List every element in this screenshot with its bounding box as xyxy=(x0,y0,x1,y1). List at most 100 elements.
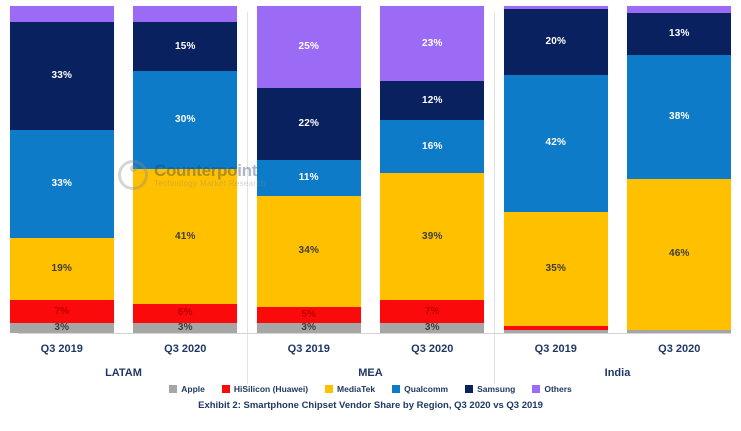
stacked-bar[interactable]: 15% 30% 41% 6% 3% xyxy=(133,6,238,333)
bar-segment-qualcomm[interactable]: 33% xyxy=(9,130,114,239)
bar-segment-samsung[interactable]: 13% xyxy=(627,12,732,56)
category-group: Q3 2019 Q3 2020 xyxy=(0,336,247,362)
legend-color-swatch xyxy=(532,385,541,393)
segment-value-label: 20% xyxy=(545,35,567,47)
segment-value-label: 33% xyxy=(51,178,73,190)
bar-segment-apple[interactable]: 3% xyxy=(133,323,238,333)
segment-value-label: 35% xyxy=(545,263,567,275)
bar-segment-samsung[interactable]: 15% xyxy=(133,22,238,72)
segment-value-label: 22% xyxy=(298,117,320,129)
region-label-row: LATAM MEA India xyxy=(0,362,741,384)
bar-segment-others[interactable]: 23% xyxy=(380,6,485,82)
x-axis-tick-label: Q3 2019 xyxy=(287,343,330,355)
segment-value-label: 25% xyxy=(298,40,320,52)
segment-value-label: 16% xyxy=(421,140,443,152)
bar-segment-hisilicon-huawei[interactable] xyxy=(503,326,608,330)
bar-segment-hisilicon-huawei[interactable]: 7% xyxy=(9,300,114,324)
legend-color-swatch xyxy=(392,385,401,393)
region-axis-label: MEA xyxy=(358,367,383,379)
segment-value-label: 34% xyxy=(298,245,320,257)
stacked-bar[interactable]: 23% 12% 16% 39% 7% 3% xyxy=(380,6,485,333)
segment-value-label: 15% xyxy=(174,40,196,52)
bar-segment-others[interactable]: 25% xyxy=(256,6,361,88)
legend-color-swatch xyxy=(221,385,230,393)
bar-segment-qualcomm[interactable]: 16% xyxy=(380,120,485,173)
legend-item-samsung[interactable]: Samsung xyxy=(465,384,515,394)
legend-color-swatch xyxy=(169,385,178,393)
legend-item-qualcomm[interactable]: Qualcomm xyxy=(392,384,448,394)
region-group-latam: 33% 33% 19% 7% 3% 15% 30% 41% 6% 3% xyxy=(0,6,247,333)
bar-segment-qualcomm[interactable]: 11% xyxy=(256,159,361,196)
x-axis-tick-label: Q3 2020 xyxy=(411,343,454,355)
stacked-bar[interactable]: 33% 33% 19% 7% 3% xyxy=(9,6,114,333)
bar-segment-mediatek[interactable]: 34% xyxy=(256,195,361,307)
bar-segment-apple[interactable]: 3% xyxy=(380,323,485,333)
bar-segment-hisilicon-huawei[interactable]: 7% xyxy=(380,300,485,324)
x-axis-tick-label: Q3 2019 xyxy=(40,343,83,355)
bar-segment-samsung[interactable]: 12% xyxy=(380,81,485,121)
bar-segment-mediatek[interactable]: 35% xyxy=(503,211,608,327)
chart-legend: Apple HiSilicon (Huawei) MediaTek Qualcomm S… xyxy=(0,384,741,394)
bar-segment-hisilicon-huawei[interactable]: 5% xyxy=(256,306,361,324)
legend-item-others[interactable]: Others xyxy=(532,384,572,394)
segment-value-label: 30% xyxy=(174,114,196,126)
legend-color-swatch xyxy=(465,385,474,393)
bar-segment-others[interactable] xyxy=(133,6,238,23)
bar-segment-samsung[interactable]: 22% xyxy=(256,87,361,160)
region-divider xyxy=(247,12,248,384)
bar-segment-samsung[interactable]: 20% xyxy=(503,9,608,75)
legend-label: HiSilicon (Huawei) xyxy=(233,384,309,394)
category-group: Q3 2019 Q3 2020 xyxy=(247,336,494,362)
segment-value-label: 23% xyxy=(421,37,443,49)
x-axis-tick-label: Q3 2019 xyxy=(534,343,577,355)
legend-label: Apple xyxy=(181,384,205,394)
segment-value-label: 42% xyxy=(545,137,567,149)
bar-segment-qualcomm[interactable]: 30% xyxy=(133,71,238,170)
segment-value-label: 41% xyxy=(174,230,196,242)
legend-label: Others xyxy=(544,384,572,394)
bar-segment-others[interactable] xyxy=(627,6,732,13)
bar-segment-qualcomm[interactable]: 42% xyxy=(503,74,608,212)
segment-value-label: 19% xyxy=(51,263,73,275)
region-axis-label: LATAM xyxy=(105,367,142,379)
bar-segment-mediatek[interactable]: 41% xyxy=(133,169,238,304)
stacked-bar[interactable]: 20% 42% 35% xyxy=(503,6,608,333)
bar-segment-others[interactable] xyxy=(503,6,608,10)
bar-segment-apple[interactable] xyxy=(627,329,732,333)
legend-item-apple[interactable]: Apple xyxy=(169,384,205,394)
region-group-mea: 25% 22% 11% 34% 5% 3% 23% 12% 16% 39% 7% 3% xyxy=(247,6,494,384)
stacked-bar[interactable]: 13% 38% 46% xyxy=(627,6,732,333)
bar-segment-apple[interactable]: 3% xyxy=(256,323,361,333)
x-axis-tick-label: Q3 2020 xyxy=(164,343,207,355)
bar-segment-mediatek[interactable]: 39% xyxy=(380,172,485,301)
bar-segment-hisilicon-huawei[interactable]: 6% xyxy=(133,303,238,324)
category-group: Q3 2019 Q3 2020 xyxy=(494,336,741,362)
legend-item-mediatek[interactable]: MediaTek xyxy=(325,384,375,394)
segment-value-label: 7% xyxy=(54,305,70,317)
bar-segment-apple[interactable]: 3% xyxy=(9,323,114,333)
stacked-bar[interactable]: 25% 22% 11% 34% 5% 3% xyxy=(256,6,361,333)
region-axis-label: India xyxy=(604,367,631,379)
segment-value-label: 39% xyxy=(421,230,443,242)
bar-segment-others[interactable] xyxy=(9,6,114,23)
bar-segment-apple[interactable] xyxy=(503,329,608,333)
segment-value-label: 3% xyxy=(54,323,70,333)
segment-value-label: 38% xyxy=(668,111,690,123)
legend-color-swatch xyxy=(325,385,334,393)
bar-segment-mediatek[interactable]: 19% xyxy=(9,238,114,301)
bar-segment-mediatek[interactable]: 46% xyxy=(627,179,732,330)
legend-item-hisilicon-huawei[interactable]: HiSilicon (Huawei) xyxy=(221,384,309,394)
segment-value-label: 11% xyxy=(298,171,319,183)
chart-caption: Exhibit 2: Smartphone Chipset Vendor Sha… xyxy=(198,400,543,411)
segment-value-label: 5% xyxy=(301,309,317,320)
x-axis-tick-label: Q3 2020 xyxy=(658,343,701,355)
legend-label: Samsung xyxy=(477,384,516,394)
segment-value-label: 6% xyxy=(177,307,193,319)
region-group-india: 20% 42% 35% 13% 38% 46% xyxy=(494,6,741,384)
plot-area: 33% 33% 19% 7% 3% 15% 30% 41% 6% 3% 25% 22% 11% 34% 5%… xyxy=(0,6,741,384)
segment-value-label: 12% xyxy=(421,94,443,106)
segment-value-label: 33% xyxy=(51,70,73,82)
bar-segment-samsung[interactable]: 33% xyxy=(9,22,114,131)
bar-segment-qualcomm[interactable]: 38% xyxy=(627,55,732,180)
